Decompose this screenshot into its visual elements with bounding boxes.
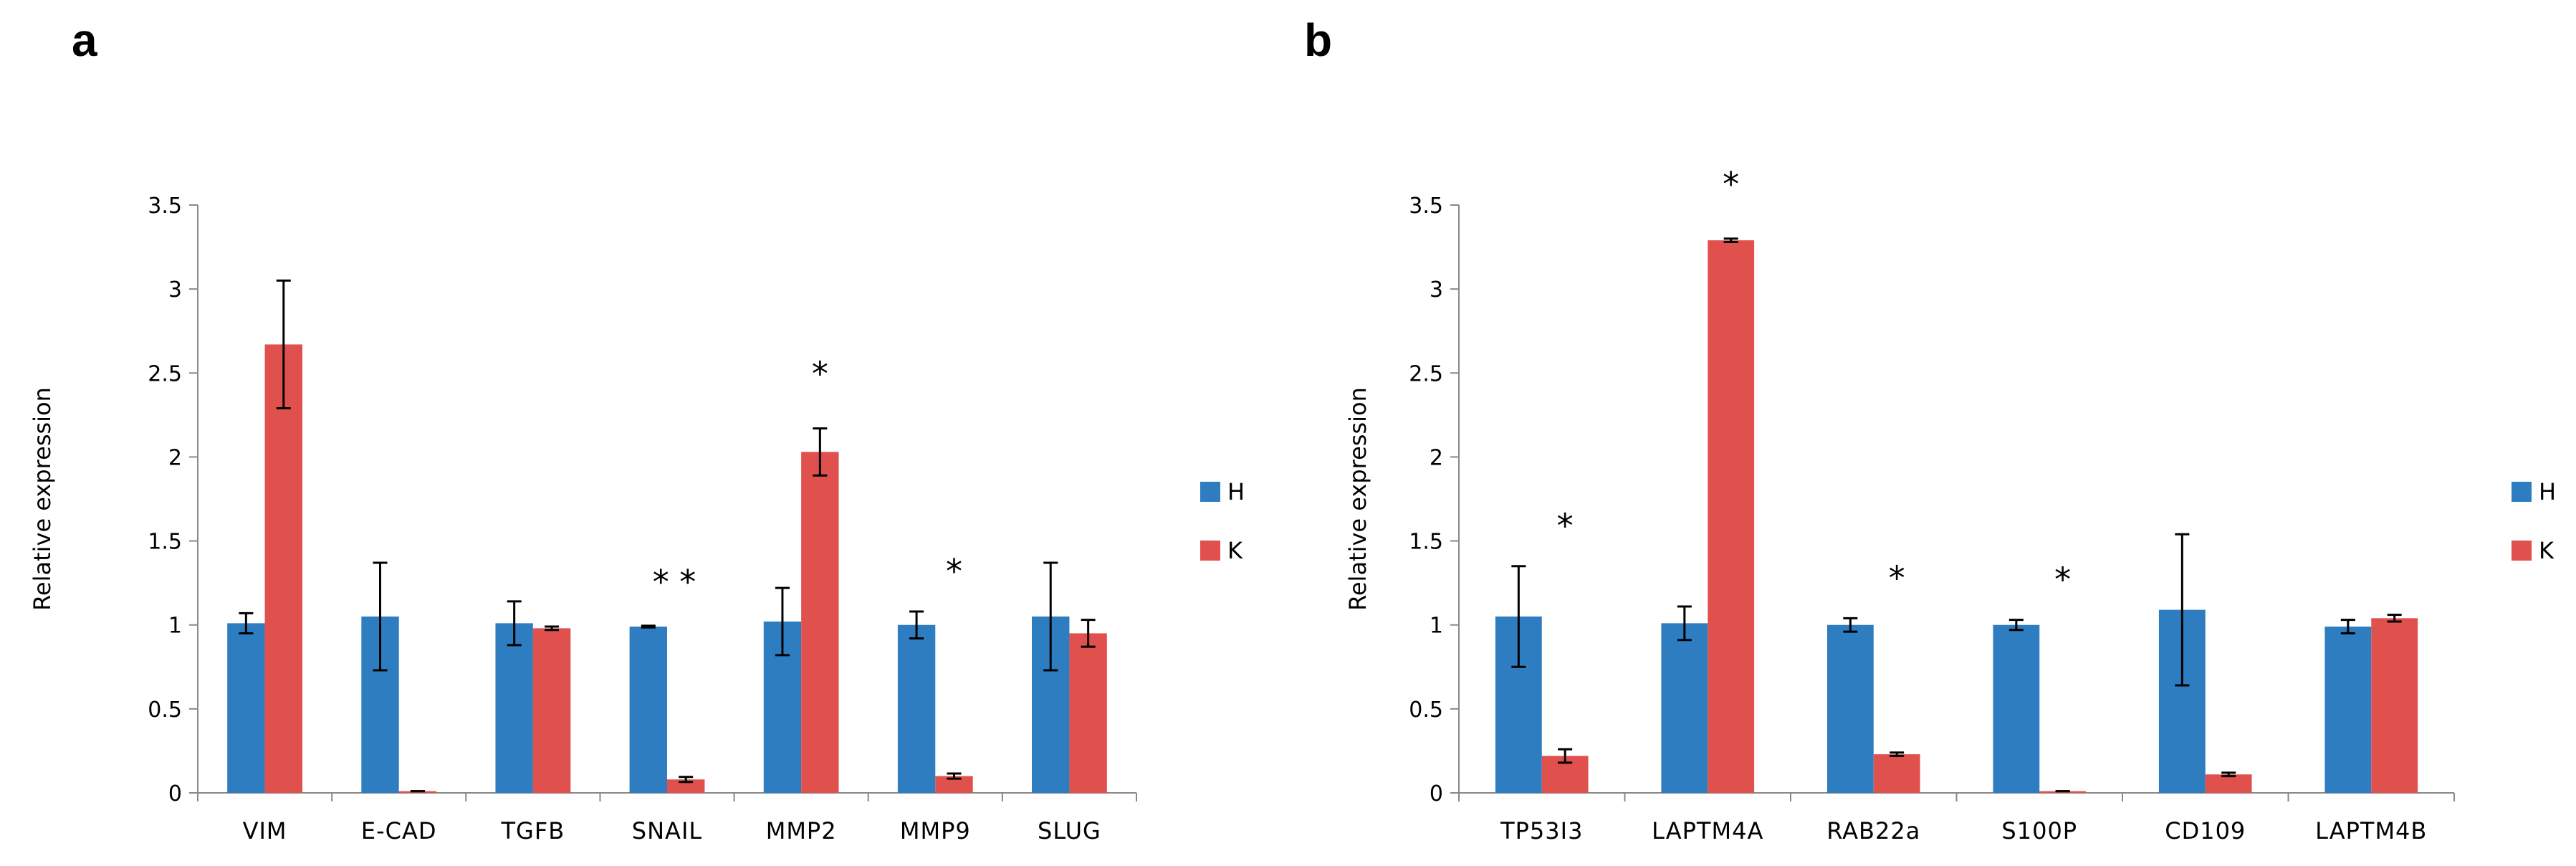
significance-marker-rab22a: *: [1889, 558, 1905, 597]
bar-k-vim: [264, 344, 302, 793]
error-bar-h-laptm4a: [1677, 605, 1692, 642]
error-bar-k-slug: [1081, 619, 1096, 648]
error-bar-h-tp53i3: [1511, 565, 1526, 668]
legend-label-k: K: [1227, 537, 1243, 564]
y-tick-label: 0.5: [1409, 698, 1443, 723]
y-tick-label: 2: [1430, 445, 1443, 470]
error-bar-k-mmp2: [813, 427, 828, 477]
error-bar-k-laptm4a: [1723, 237, 1738, 244]
x-tick-label-tgfb: TGFB: [501, 817, 565, 844]
y-tick-label: 1.5: [148, 530, 182, 555]
bar-h-laptm4a: [1661, 623, 1708, 793]
chart-panel-b: b 0 0.5 1 1.5 2 2.5 3 3.5 Relative expression TP53…: [1304, 14, 2556, 844]
bar-h-rab22a: [1826, 624, 1874, 793]
error-bar-h-rab22a: [1843, 617, 1858, 633]
bar-h-s100p: [1993, 624, 2040, 793]
y-tick-label: 1: [1430, 614, 1443, 639]
significance-marker-s100p: *: [2054, 561, 2071, 599]
error-bar-h-s100p: [2008, 619, 2024, 632]
error-bar-k-tp53i3: [1558, 748, 1573, 764]
x-tick-label-mmp9: MMP9: [900, 817, 971, 844]
significance-marker-snail: * *: [653, 563, 696, 601]
x-tick-label-s100p: S100P: [2001, 817, 2077, 844]
x-tick-label-slug: SLUG: [1038, 817, 1101, 844]
bar-k-snail: [667, 779, 705, 793]
bar-k-laptm4a: [1708, 240, 1755, 793]
significance-marker-mmp2: *: [812, 355, 828, 394]
y-tick-label: 2.5: [1409, 361, 1443, 386]
panel-label-a: a: [72, 14, 97, 66]
error-bar-k-snail: [679, 776, 694, 784]
x-tick-label-vim: VIM: [243, 817, 287, 844]
legend-swatch-k: [2512, 541, 2532, 561]
error-bar-h-tgfb: [507, 600, 522, 647]
x-tick-label-snail: SNAIL: [632, 817, 702, 844]
error-bar-h-snail: [641, 624, 656, 629]
y-tick-label: 1: [168, 614, 182, 639]
bar-k-mmp2: [801, 452, 839, 793]
y-tick-label: 2: [168, 445, 182, 470]
error-bar-h-laptm4b: [2340, 619, 2355, 634]
error-bar-k-cd109: [2221, 771, 2236, 778]
bar-h-laptm4b: [2324, 627, 2372, 793]
error-bar-h-mmp2: [775, 586, 790, 657]
error-bar-h-vim: [239, 612, 254, 634]
y-tick-label: 3.5: [148, 194, 182, 219]
y-tick-label: 0: [1430, 781, 1443, 806]
legend-swatch-k: [1200, 541, 1220, 561]
bar-h-snail: [629, 627, 667, 793]
bar-k-tgfb: [532, 628, 571, 793]
y-tick-label: 2.5: [148, 361, 182, 386]
error-bar-h-mmp9: [909, 610, 924, 639]
legend-swatch-h: [1200, 482, 1220, 502]
x-tick-label-mmp2: MMP2: [766, 817, 837, 844]
legend-label-h: H: [1227, 478, 1245, 505]
y-axis-title: Relative expression: [29, 387, 56, 611]
error-bar-k-rab22a: [1890, 751, 1905, 757]
x-tick-label-rab22a: RAB22a: [1826, 817, 1920, 844]
x-tick-label-laptm4b: LAPTM4B: [2315, 817, 2427, 844]
y-tick-label: 1.5: [1409, 530, 1443, 555]
error-bar-h-e-cad: [373, 561, 388, 672]
error-bar-h-slug: [1043, 561, 1058, 672]
bar-k-cd109: [2205, 774, 2252, 793]
bar-k-laptm4b: [2371, 618, 2418, 793]
legend-label-h: H: [2539, 478, 2556, 505]
error-bar-k-laptm4b: [2387, 614, 2402, 623]
significance-marker-mmp9: *: [946, 552, 962, 591]
y-axis-title: Relative expression: [1344, 387, 1371, 611]
y-tick-label: 3: [168, 277, 182, 303]
error-bar-h-cd109: [2175, 533, 2190, 687]
x-tick-label-tp53i3: TP53I3: [1500, 817, 1583, 844]
bar-k-mmp9: [935, 776, 973, 793]
x-tick-label-laptm4a: LAPTM4A: [1652, 817, 1763, 844]
x-tick-label-cd109: CD109: [2165, 817, 2246, 844]
significance-marker-laptm4a: *: [1723, 165, 1739, 204]
chart-panel-a: a 0 0.5 1 1.5 2 2.5 3 3.5 Relative expression VIM E…: [29, 14, 1245, 844]
error-bar-k-tgfb: [545, 625, 560, 632]
bar-k-slug: [1069, 633, 1107, 793]
y-tick-label: 0.5: [148, 698, 182, 723]
y-tick-label: 3.5: [1409, 194, 1443, 219]
panel-label-b: b: [1304, 14, 1332, 66]
x-tick-label-e-cad: E-CAD: [361, 817, 437, 844]
bar-h-mmp9: [897, 624, 936, 793]
bar-h-vim: [227, 623, 265, 793]
y-tick-label: 3: [1430, 277, 1443, 303]
significance-marker-tp53i3: *: [1557, 507, 1574, 546]
legend-swatch-h: [2512, 482, 2532, 502]
error-bar-k-mmp9: [947, 772, 962, 780]
bar-k-rab22a: [1873, 754, 1920, 793]
y-tick-label: 0: [168, 781, 182, 806]
bar-h-tgfb: [495, 623, 533, 793]
legend-label-k: K: [2539, 537, 2555, 564]
error-bar-k-vim: [276, 279, 291, 409]
